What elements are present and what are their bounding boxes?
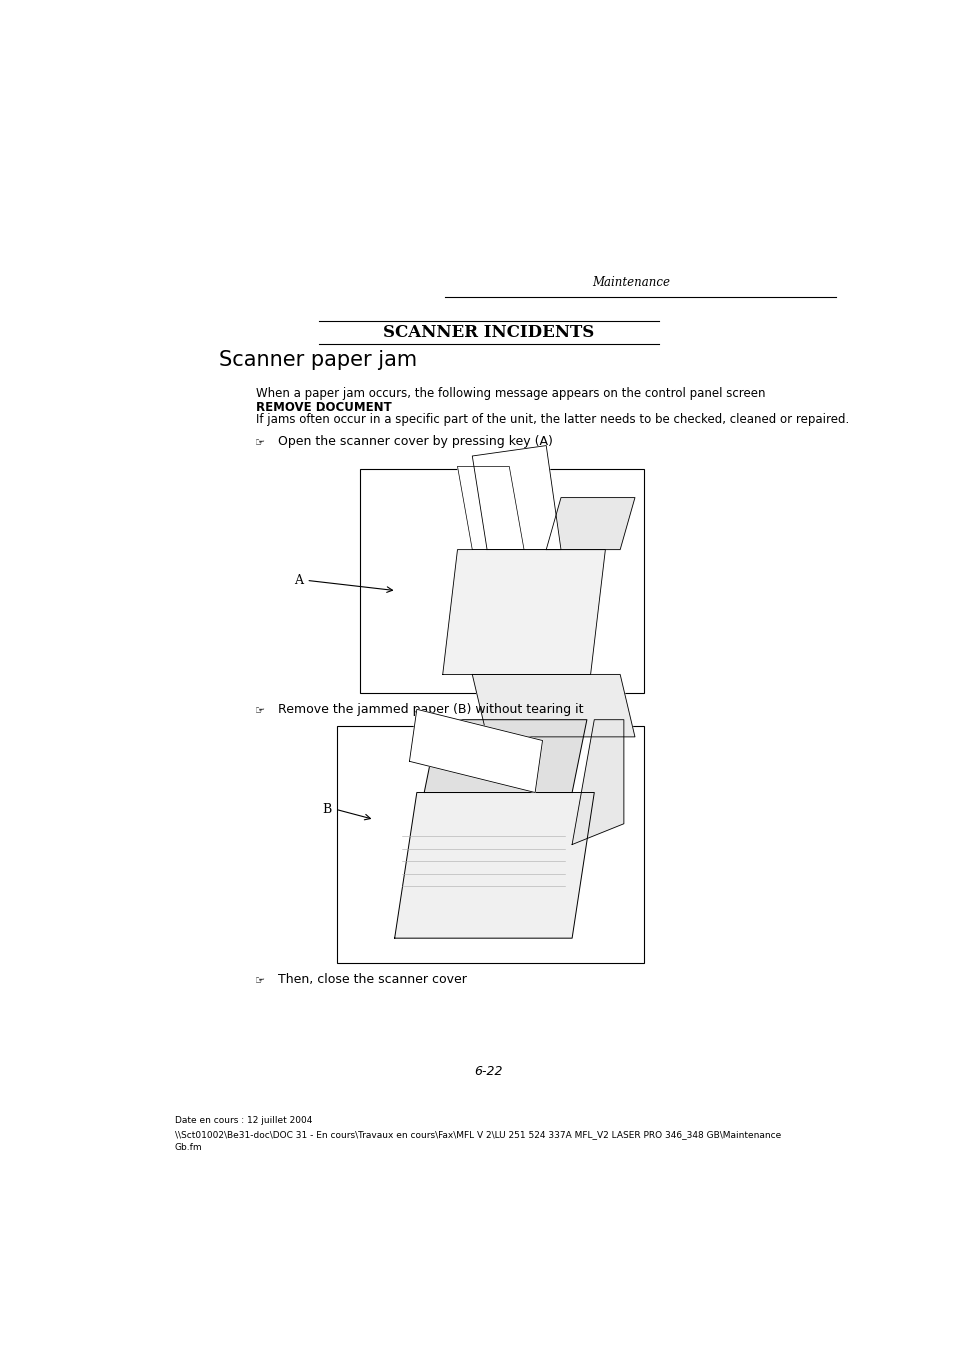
- Polygon shape: [424, 720, 586, 793]
- Text: SCANNER INCIDENTS: SCANNER INCIDENTS: [383, 324, 594, 342]
- Polygon shape: [546, 497, 635, 550]
- Polygon shape: [472, 446, 560, 550]
- Text: B: B: [322, 802, 331, 816]
- Text: ☞: ☞: [254, 705, 264, 716]
- Polygon shape: [457, 466, 523, 550]
- Text: REMOVE DOCUMENT: REMOVE DOCUMENT: [255, 401, 392, 413]
- Text: Open the scanner cover by pressing key (A): Open the scanner cover by pressing key (…: [278, 435, 553, 449]
- Text: When a paper jam occurs, the following message appears on the control panel scre: When a paper jam occurs, the following m…: [255, 388, 764, 400]
- Text: ☞: ☞: [254, 438, 264, 449]
- Text: ☞: ☞: [254, 975, 264, 986]
- Text: .: .: [321, 401, 325, 413]
- Text: Then, close the scanner cover: Then, close the scanner cover: [278, 973, 467, 986]
- Polygon shape: [472, 674, 635, 736]
- Text: A: A: [294, 574, 302, 586]
- Text: \\Sct01002\Be31-doc\DOC 31 - En cours\Travaux en cours\Fax\MFL V 2\LU 251 524 33: \\Sct01002\Be31-doc\DOC 31 - En cours\Tr…: [174, 1129, 781, 1139]
- Bar: [359, 469, 643, 693]
- Text: Maintenance: Maintenance: [592, 276, 669, 289]
- Polygon shape: [395, 793, 594, 938]
- Text: Gb.fm: Gb.fm: [174, 1143, 202, 1152]
- Bar: [337, 725, 643, 963]
- Text: Date en cours : 12 juillet 2004: Date en cours : 12 juillet 2004: [174, 1116, 312, 1125]
- Text: 6-22: 6-22: [475, 1065, 502, 1078]
- Polygon shape: [409, 709, 542, 793]
- Text: Remove the jammed paper (B) without tearing it: Remove the jammed paper (B) without tear…: [278, 703, 583, 716]
- Text: If jams often occur in a specific part of the unit, the latter needs to be check: If jams often occur in a specific part o…: [255, 413, 848, 427]
- Text: Scanner paper jam: Scanner paper jam: [219, 350, 416, 370]
- Polygon shape: [442, 550, 605, 674]
- Polygon shape: [572, 720, 623, 844]
